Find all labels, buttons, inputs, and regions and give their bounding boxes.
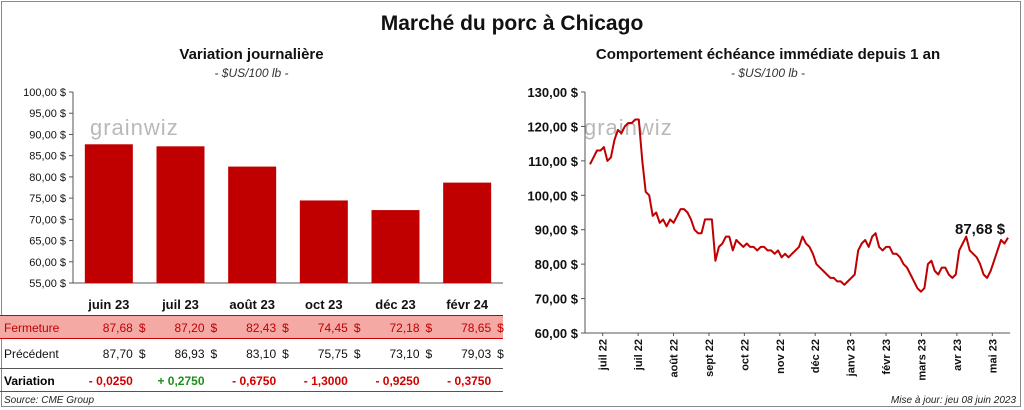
bar xyxy=(299,200,348,283)
bar-y-tick-label: 95,00 $ xyxy=(29,108,66,120)
line-y-tick-label: 110,00 $ xyxy=(528,154,579,169)
table-cell-precedent: 75,75 xyxy=(317,347,348,361)
bar-chart: 55,00 $ 60,00 $ 65,00 $ 70,00 $ 75,00 $ 80,00… xyxy=(23,87,503,312)
line-y-tick-label: 80,00 $ xyxy=(535,257,579,272)
line-x-tick-label: janv 23 xyxy=(846,339,858,377)
table-cell-variation: - 0,6750 xyxy=(232,374,277,388)
line-x-tick-label: oct 22 xyxy=(739,339,751,371)
bar-category-label: févr 24 xyxy=(446,297,489,312)
bar-category-label: juil 23 xyxy=(161,297,199,312)
bar-y-tick-label: 65,00 $ xyxy=(29,236,66,248)
line-chart: 60,00 $ 70,00 $ 80,00 $ 90,00 $ 100,00 $ 110,… xyxy=(527,85,1010,381)
table-cell-fermeture: 72,18 xyxy=(389,321,420,335)
bar-category-label: oct 23 xyxy=(305,297,343,312)
line-x-tick-label: mars 23 xyxy=(916,339,928,381)
bar-category-label: août 23 xyxy=(229,297,275,312)
line-y-tick-label: 130,00 $ xyxy=(527,85,578,100)
bar-y-tick-label: 90,00 $ xyxy=(29,129,66,141)
table-cell-variation: - 0,9250 xyxy=(375,374,420,388)
row-label-precedent: Précédent xyxy=(4,347,59,361)
line-x-tick-label: déc 22 xyxy=(810,339,822,373)
dollar-sign: $ xyxy=(210,347,218,361)
table-cell-variation: - 1,3000 xyxy=(303,374,348,388)
table-cell-variation: - 0,3750 xyxy=(447,374,492,388)
bar xyxy=(84,144,133,283)
dollar-sign: $ xyxy=(425,321,433,335)
line-x-tick-label: févr 23 xyxy=(881,339,893,374)
dollar-sign: $ xyxy=(210,321,218,335)
table-cell-fermeture: 87,20 xyxy=(174,321,205,335)
line-x-tick-label: août 22 xyxy=(669,339,681,378)
dollar-sign: $ xyxy=(497,321,504,335)
dollar-sign: $ xyxy=(353,321,361,335)
grainwiz-logo-watermark: grainwiz xyxy=(90,115,179,140)
source-note: Source: CME Group xyxy=(4,395,95,406)
bar xyxy=(443,182,492,283)
table-row-fermeture: Fermeture 87,68 $87,20 $82,43 $74,45 $72,18 $… xyxy=(0,315,504,339)
line-x-tick-label: juil 22 xyxy=(633,339,645,371)
table-cell-fermeture: 87,68 xyxy=(102,321,133,335)
grainwiz-logo-watermark-right: grainwiz xyxy=(584,115,673,140)
update-note: Mise à jour: jeu 08 juin 2023 xyxy=(890,395,1016,406)
line-y-tick-label: 90,00 $ xyxy=(535,223,579,238)
row-label-variation: Variation xyxy=(4,374,55,388)
left-panel-subtitle: - $US/100 lb - xyxy=(214,66,289,80)
dollar-sign: $ xyxy=(497,347,504,361)
line-x-tick-label: nov 22 xyxy=(775,339,787,374)
table-cell-precedent: 73,10 xyxy=(389,347,420,361)
line-x-tick-label: avr 23 xyxy=(952,339,964,371)
dollar-sign: $ xyxy=(138,321,146,335)
line-y-tick-label: 120,00 $ xyxy=(527,119,578,134)
dollar-sign: $ xyxy=(138,347,146,361)
line-x-tick-label: juil 22 xyxy=(598,339,610,371)
dollar-sign: $ xyxy=(282,321,289,335)
bar xyxy=(371,210,420,283)
main-title: Marché du porc à Chicago xyxy=(380,12,644,35)
line-x-tick-label: sept 22 xyxy=(704,339,716,377)
dollar-sign: $ xyxy=(425,347,433,361)
last-value-label: 87,68 $ xyxy=(955,221,1006,238)
dollar-sign: $ xyxy=(282,347,289,361)
table-cell-fermeture: 82,43 xyxy=(246,321,277,335)
table-row-variation: Variation - 0,0250 + 0,2750 - 0,6750 - 1,30… xyxy=(0,368,503,392)
table-cell-fermeture: 74,45 xyxy=(317,321,348,335)
price-series-line xyxy=(589,118,1009,293)
bar-y-tick-label: 80,00 $ xyxy=(29,172,66,184)
table-cell-variation: + 0,2750 xyxy=(157,374,205,388)
bar xyxy=(228,166,277,283)
bar-y-tick-label: 75,00 $ xyxy=(29,193,66,205)
table-cell-precedent: 86,93 xyxy=(174,347,205,361)
line-y-tick-label: 70,00 $ xyxy=(535,292,579,307)
line-x-tick-label: mai 23 xyxy=(987,339,999,373)
table-cell-precedent: 87,70 xyxy=(102,347,133,361)
bar xyxy=(156,146,205,283)
table-cell-precedent: 79,03 xyxy=(461,347,492,361)
left-panel-title: Variation journalière xyxy=(179,46,324,63)
dollar-sign: $ xyxy=(353,347,361,361)
table-cell-variation: - 0,0250 xyxy=(88,374,133,388)
table-cell-precedent: 83,10 xyxy=(246,347,277,361)
bar-y-tick-label: 85,00 $ xyxy=(29,151,66,163)
bar-y-tick-label: 60,00 $ xyxy=(29,257,66,269)
line-y-tick-label: 100,00 $ xyxy=(527,188,578,203)
bar-y-tick-label: 100,00 $ xyxy=(23,87,66,99)
bar-category-label: déc 23 xyxy=(375,297,415,312)
line-y-tick-label: 60,00 $ xyxy=(535,326,579,341)
bar-y-tick-label: 55,00 $ xyxy=(29,278,66,290)
right-panel-subtitle: - $US/100 lb - xyxy=(730,66,806,80)
table-row-precedent: Précédent 87,70 $86,93 $83,10 $75,75 $73,10 $… xyxy=(0,342,504,364)
table-cell-fermeture: 78,65 xyxy=(461,321,492,335)
bar-category-label: juin 23 xyxy=(87,297,129,312)
right-panel-title: Comportement échéance immédiate depuis 1… xyxy=(595,46,941,63)
bar-y-tick-label: 70,00 $ xyxy=(29,214,66,226)
row-label-fermeture: Fermeture xyxy=(4,321,60,335)
